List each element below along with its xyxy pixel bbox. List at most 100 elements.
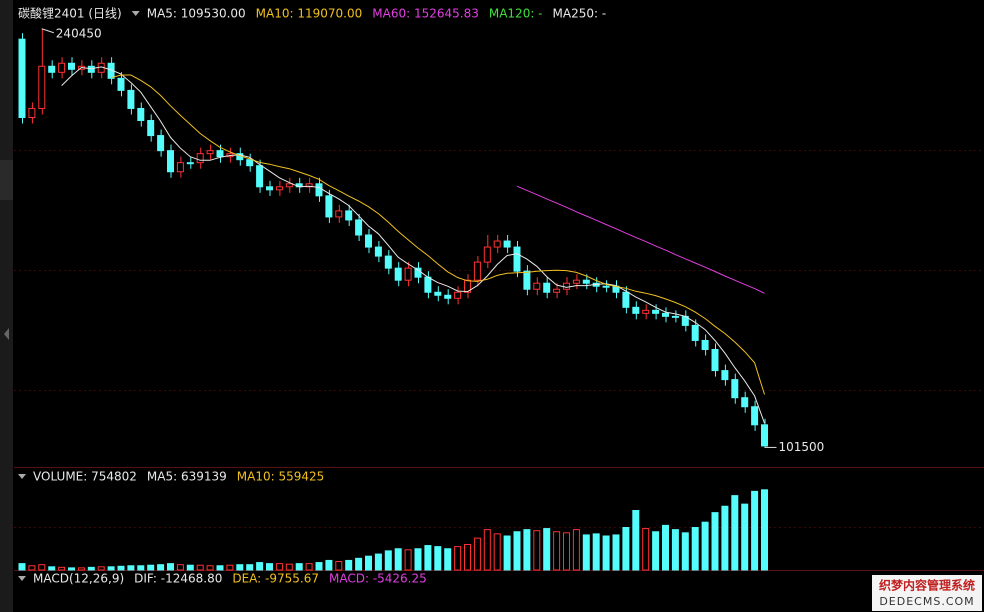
volume-bar: [167, 563, 174, 571]
candle-body: [176, 162, 184, 173]
candle-body: [127, 89, 135, 109]
ma-line: [110, 74, 765, 395]
volume-bar: [662, 524, 669, 571]
volume-bar: [147, 564, 155, 571]
candle-body: [256, 165, 264, 188]
volume-bar: [751, 490, 759, 571]
candle-body: [533, 282, 541, 290]
volume-bar: [424, 545, 432, 571]
candle-body: [434, 291, 442, 296]
volume-bar: [127, 565, 135, 571]
volume-bar: [295, 563, 303, 571]
candle-body: [147, 120, 155, 137]
candle-body: [68, 62, 75, 70]
volume-bar: [652, 531, 660, 571]
candle-body: [384, 255, 392, 269]
candle-body: [691, 324, 699, 341]
candle-body: [523, 270, 531, 290]
candle-body: [503, 240, 511, 248]
candle-body: [483, 246, 491, 263]
legend-entry: MACD(12,26,9): [33, 572, 124, 586]
volume-bar: [632, 510, 640, 571]
watermark-box: [872, 575, 982, 611]
candle-body: [642, 309, 650, 314]
candle-body: [18, 38, 26, 119]
volume-bar: [483, 529, 491, 571]
candle-body: [315, 183, 323, 197]
candle-body: [365, 234, 372, 248]
volume-bar: [592, 533, 600, 571]
candle-body: [741, 397, 749, 408]
candle-body: [167, 150, 174, 173]
volume-bar: [97, 566, 105, 571]
candle-body: [325, 195, 333, 218]
volume-bar: [58, 566, 66, 571]
volume-bar: [186, 564, 194, 571]
candle-body: [404, 267, 412, 281]
annotation-leader: [41, 28, 54, 34]
candle-body: [572, 279, 580, 284]
volume-bar: [355, 557, 363, 571]
volume-bar: [196, 564, 204, 571]
volume-bar: [117, 565, 125, 571]
volume-bar: [226, 564, 234, 571]
volume-bar: [404, 549, 412, 571]
legend-entry: VOLUME: 754802: [33, 470, 137, 484]
legend-entry: MA250: -: [553, 7, 607, 21]
volume-bar: [315, 562, 323, 571]
volume-bar: [572, 529, 580, 571]
volume-bar: [275, 563, 283, 571]
candle-body: [751, 406, 759, 426]
volume-bar: [741, 503, 749, 571]
legend-entry: MA60: 152645.83: [372, 7, 479, 21]
candle-body: [157, 135, 165, 152]
side-strip: [0, 0, 13, 612]
candle-body: [622, 291, 630, 308]
volume-bar: [246, 564, 254, 571]
side-tab[interactable]: [0, 160, 13, 200]
volume-bar: [503, 535, 511, 571]
volume-bar: [622, 527, 630, 571]
candle-body: [285, 183, 293, 188]
candle-body: [28, 107, 36, 119]
candle-body: [196, 153, 204, 164]
volume-bar: [454, 546, 462, 571]
volume-bar: [761, 489, 768, 571]
legend-entry: MA10: 559425: [237, 470, 325, 484]
side-arrow[interactable]: [4, 328, 9, 340]
volume-bar: [325, 559, 333, 571]
watermark-text: 织梦内容管理系统: [879, 578, 975, 593]
candle-body: [671, 315, 679, 318]
volume-bar: [384, 550, 392, 571]
volume-bar: [691, 527, 699, 571]
volume-bar: [206, 565, 214, 571]
candle-body: [206, 150, 214, 155]
volume-bar: [711, 512, 719, 571]
candle-body: [731, 379, 739, 399]
candle-body: [275, 186, 283, 191]
ma-line: [61, 66, 765, 424]
legend-entry: DEA: -9755.67: [232, 572, 319, 586]
volume-bar: [345, 559, 353, 571]
volume-bar: [671, 529, 679, 571]
volume-bar: [305, 563, 313, 571]
volume-bar: [256, 562, 264, 571]
volume-bar: [365, 555, 372, 571]
candle-body: [345, 210, 353, 221]
candle-body: [513, 246, 521, 272]
candle-body: [701, 339, 709, 350]
volume-bar: [701, 521, 709, 571]
volume-bar: [266, 563, 273, 571]
candle-body: [721, 370, 729, 381]
dropdown-icon: [18, 474, 26, 479]
volume-bar: [216, 565, 224, 571]
legend-entry: MA5: 639139: [147, 470, 227, 484]
candle-body: [48, 65, 56, 73]
volume-bar: [731, 495, 739, 571]
volume-bar: [553, 531, 561, 571]
volume-bar: [493, 533, 501, 571]
candle-body: [454, 291, 462, 299]
volume-bar: [48, 566, 56, 571]
